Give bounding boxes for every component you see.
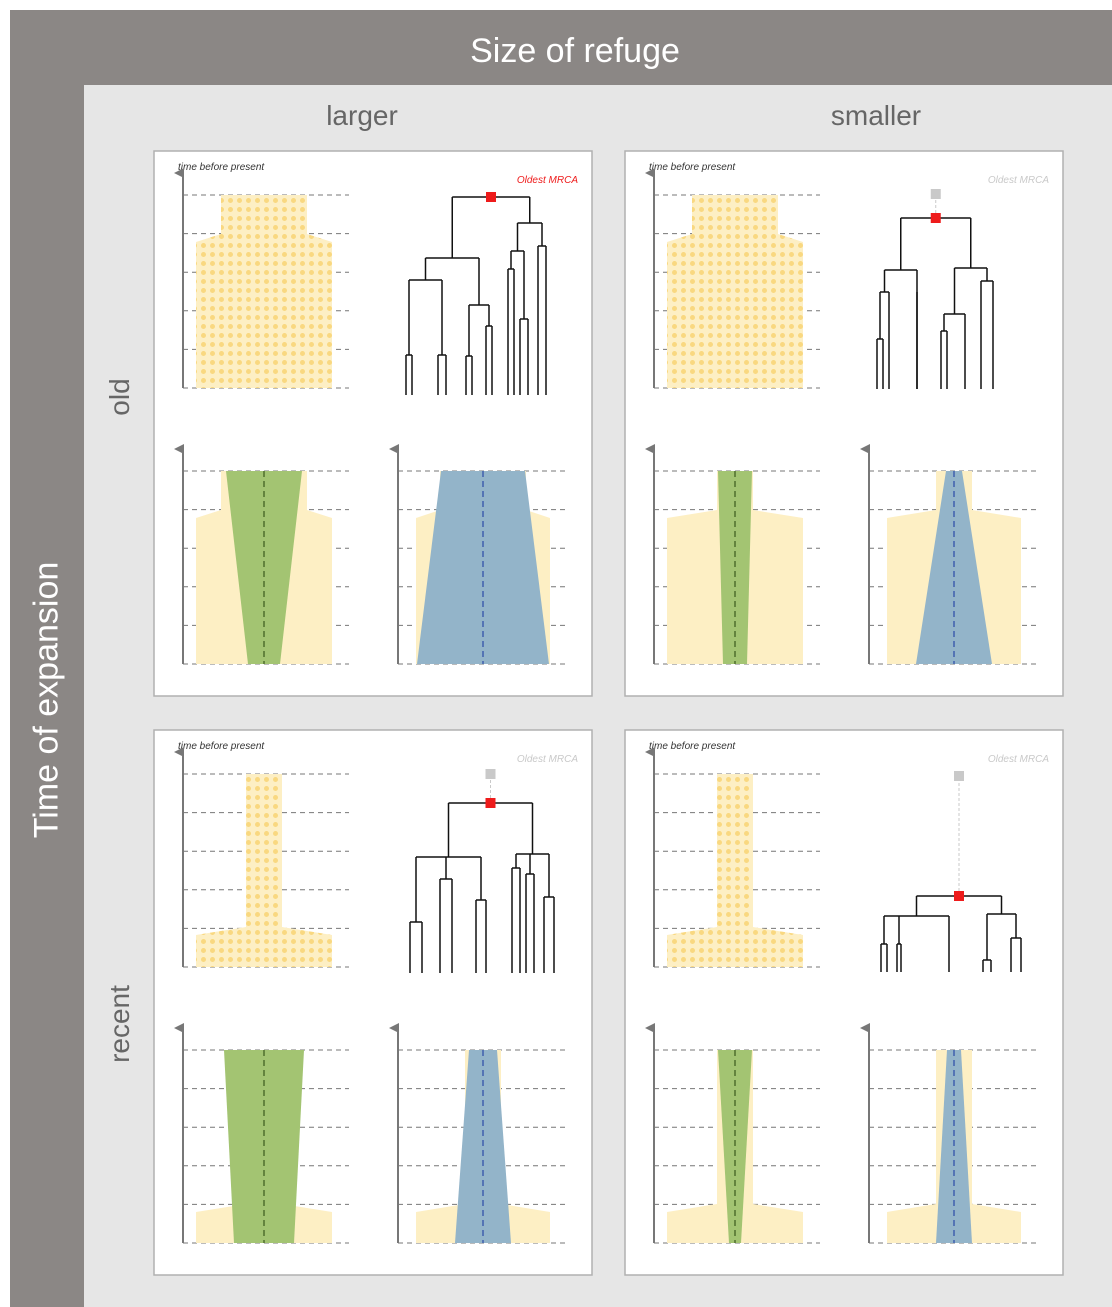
- size-of-refuge-title: Size of refuge: [470, 32, 680, 70]
- panel-frame: [153, 729, 593, 1276]
- time-before-present-label: time before present: [649, 162, 736, 173]
- blue-shape: [455, 1050, 511, 1243]
- population-dots: [196, 195, 332, 388]
- panel-smaller-recent: time before present Oldest MRCA: [624, 729, 1064, 1276]
- blue-shape: [916, 471, 992, 664]
- panel-frame: [624, 729, 1064, 1276]
- green-coalescent-shape: [718, 471, 752, 664]
- time-before-present-label: time before present: [178, 741, 265, 752]
- blue-shape: [936, 1050, 972, 1243]
- oldest-mrca-marker: [954, 771, 964, 781]
- genealogy-tree: [409, 769, 555, 973]
- population-dots: [667, 774, 803, 967]
- genealogy-tree: [880, 771, 1022, 972]
- panel-larger-recent: time before present Oldest MRCA: [153, 729, 593, 1276]
- oldest-mrca-label: Oldest MRCA: [988, 754, 1049, 765]
- oldest-mrca-label: Oldest MRCA: [988, 175, 1049, 186]
- time-before-present-label: time before present: [178, 162, 265, 173]
- column-label-smaller: smaller: [830, 100, 922, 131]
- panel-smaller-old: time before present Oldest MRCA: [624, 150, 1064, 697]
- oldest-mrca-marker: [930, 189, 941, 199]
- genealogy-tree: [876, 189, 994, 389]
- panel-larger-old: time before present Oldest MRCA: [153, 150, 593, 697]
- green-coalescent-shape: [226, 471, 302, 664]
- green-coalescent-shape: [224, 1050, 304, 1243]
- mrca-node-marker: [485, 798, 496, 808]
- oldest-mrca-label: Oldest MRCA: [517, 175, 578, 186]
- column-label-larger: larger: [326, 100, 398, 131]
- green-coalescent-shape: [718, 1050, 752, 1243]
- mrca-node-marker: [954, 891, 964, 901]
- population-dots: [667, 195, 803, 388]
- population-dots: [196, 774, 332, 967]
- mrca-node-marker: [486, 192, 496, 202]
- genealogy-tree: [405, 192, 547, 395]
- top-header-band: [38, 10, 1112, 85]
- oldest-mrca-label: Oldest MRCA: [517, 754, 578, 765]
- blue-shape: [417, 471, 549, 664]
- left-header-band: [10, 10, 84, 1307]
- oldest-mrca-marker: [485, 769, 496, 779]
- mrca-node-marker: [930, 213, 941, 223]
- time-before-present-label: time before present: [649, 741, 736, 752]
